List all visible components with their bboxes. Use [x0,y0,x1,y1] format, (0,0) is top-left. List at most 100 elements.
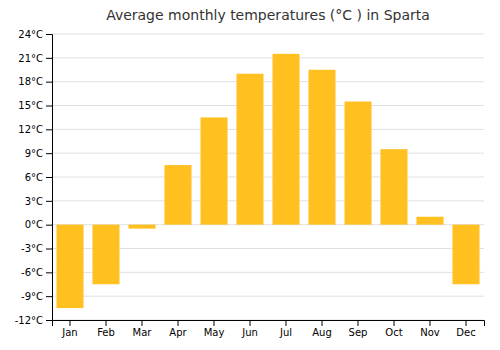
bar [57,225,84,308]
x-tick: Oct [385,320,402,338]
y-tick-label: 3°C [25,196,43,207]
grid-line [52,200,484,201]
y-tick-mark [46,129,52,130]
x-tick-mark [250,320,251,326]
title: Average monthly temperatures (°C ) in Sp… [106,7,430,23]
x-tick: Mar [133,320,153,338]
x-tick-mark [430,320,431,326]
x-tick-label: May [204,327,225,338]
y-tick-label: 21°C [18,53,43,64]
x-tick-mark [466,320,467,326]
bar [381,149,408,224]
plot: -12°C -9°C -6°C -3°C 0°C 3°C 6°C 9°C 12°C 15°C 18°… [15,29,485,338]
bars [57,54,480,308]
y-tick-mark [46,296,52,297]
grid [52,34,484,320]
y-tick: 3°C [25,196,52,207]
x-tick: Apr [169,320,187,338]
x-tick-mark [286,320,287,326]
x-tick: Feb [97,320,115,338]
x-tick-label: Apr [169,327,187,338]
x-tick-mark [142,320,143,326]
y-tick: -3°C [21,243,52,254]
y-tick: 21°C [18,53,52,64]
y-tick: -12°C [15,315,52,326]
y-tick-label: 9°C [25,148,43,159]
grid-line [52,81,484,82]
x-axis: Jan Feb Mar Apr May Jun Jul Aug Sep Oct Nov Dec [53,320,485,338]
y-tick: 12°C [18,124,52,135]
x-tick-label: Aug [312,327,332,338]
y-tick-label: -12°C [15,315,43,326]
grid-line [52,153,484,154]
x-tick: Jan [61,320,77,338]
x-tick-label: Jun [241,327,258,338]
y-tick-label: -3°C [21,243,43,254]
x-tick: Jun [241,320,258,338]
x-tick-mark [394,320,395,326]
x-tick-label: Jan [61,327,77,338]
y-tick-mark [46,320,52,321]
y-tick-label: 6°C [25,172,43,183]
x-tick-label: Feb [97,327,115,338]
y-tick-mark [46,225,52,226]
grid-line [52,57,484,58]
x-tick: Jul [279,320,292,338]
y-tick-mark [46,272,52,273]
x-tick-mark [358,320,359,326]
x-tick-mark [70,320,71,326]
x-tick-mark [106,320,107,326]
bar [417,217,444,225]
x-tick-label: Sep [349,327,368,338]
chart: -12°C -9°C -6°C -3°C 0°C 3°C 6°C 9°C 12°C 15°C 18°… [0,0,500,350]
x-tick: Dec [456,320,475,338]
y-tick-label: -9°C [21,291,43,302]
x-tick-label: Dec [456,327,475,338]
grid-line [52,296,484,297]
x-tick-mark [322,320,323,326]
x-tick: Sep [349,320,368,338]
bar [273,54,300,225]
grid-line [52,129,484,130]
y-tick-mark [46,153,52,154]
y-tick-mark [46,106,52,107]
y-tick: 18°C [18,76,52,87]
x-axis-line [53,321,485,327]
x-tick-mark [178,320,179,326]
bar [201,117,228,224]
grid-line [52,105,484,106]
x-tick: Aug [312,320,332,338]
y-tick-mark [46,58,52,59]
y-tick: 6°C [25,172,52,183]
y-tick-label: 24°C [18,29,43,40]
bar [237,74,264,225]
y-tick-label: 18°C [18,76,43,87]
x-tick: May [204,320,225,338]
y-tick-mark [46,82,52,83]
y-tick: 0°C [25,219,52,230]
x-tick-label: Jul [279,327,292,338]
y-tick-mark [46,34,52,35]
x-tick-label: Nov [420,327,440,338]
bar [165,165,192,225]
y-tick-label: -6°C [21,267,43,278]
bar [129,225,156,229]
y-tick-mark [46,177,52,178]
y-tick: -9°C [21,291,52,302]
x-tick-label: Oct [385,327,402,338]
x-tick: Nov [420,320,440,338]
y-tick-mark [46,201,52,202]
y-tick: 15°C [18,100,52,111]
y-axis: -12°C -9°C -6°C -3°C 0°C 3°C 6°C 9°C 12°C 15°C 18°… [15,29,53,326]
y-tick: -6°C [21,267,52,278]
y-tick: 9°C [25,148,52,159]
y-tick: 24°C [18,29,52,40]
bar [453,225,480,285]
y-axis-line [46,35,53,321]
y-tick-mark [46,249,52,250]
y-tick-label: 0°C [25,219,43,230]
x-tick-mark [214,320,215,326]
x-tick-label: Mar [133,327,153,338]
bar [93,225,120,285]
grid-line [52,34,484,35]
